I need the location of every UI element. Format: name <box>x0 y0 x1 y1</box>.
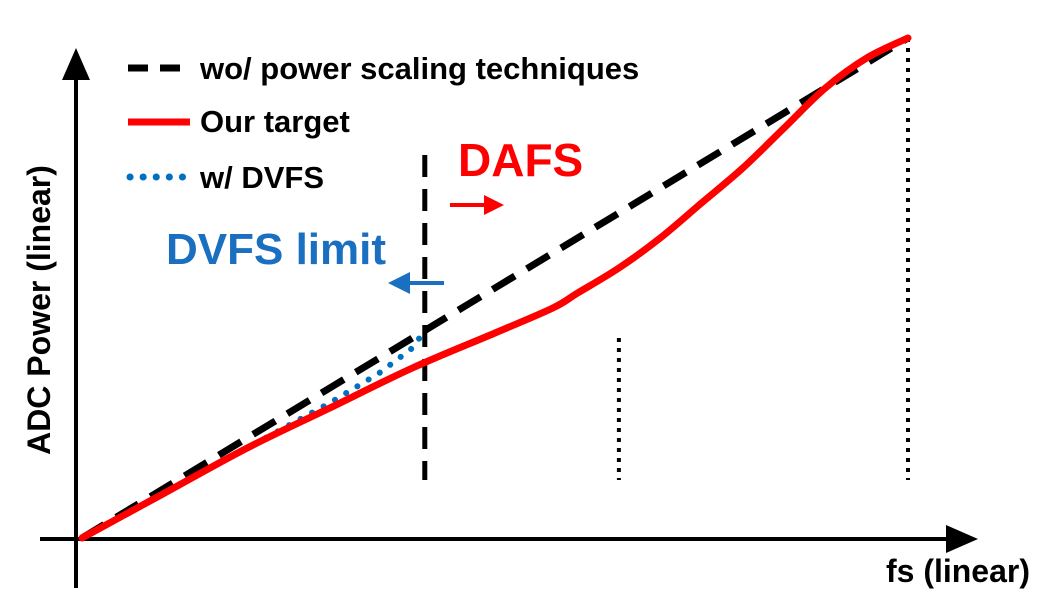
legend-label-our-target: Our target <box>200 104 350 139</box>
annotation-dvfs-limit: DVFS limit <box>166 225 386 274</box>
series-line-wo-power-scaling-techniques <box>80 35 910 541</box>
legend-label-w-dvfs: w/ DVFS <box>199 160 324 195</box>
axes <box>40 48 978 588</box>
series-line-our-target <box>78 34 912 542</box>
y-axis-label: ADC Power (linear) <box>21 165 57 455</box>
annotations: DAFS DVFS limit <box>166 134 583 294</box>
dvfs-limit-arrow-icon <box>388 272 444 294</box>
legend: wo/ power scaling techniques Our target … <box>126 51 639 195</box>
legend-label-wo-power-scaling: wo/ power scaling techniques <box>199 51 639 86</box>
vertical-markers <box>422 38 910 480</box>
series-layer <box>78 34 912 542</box>
dafs-arrow-icon <box>450 195 504 215</box>
annotation-dafs: DAFS <box>458 134 583 186</box>
x-axis-arrow-icon <box>946 525 978 553</box>
series-line-w-dvfs <box>79 327 428 541</box>
x-axis-label: fs (linear) <box>886 553 1030 589</box>
y-axis-arrow-icon <box>62 48 90 80</box>
